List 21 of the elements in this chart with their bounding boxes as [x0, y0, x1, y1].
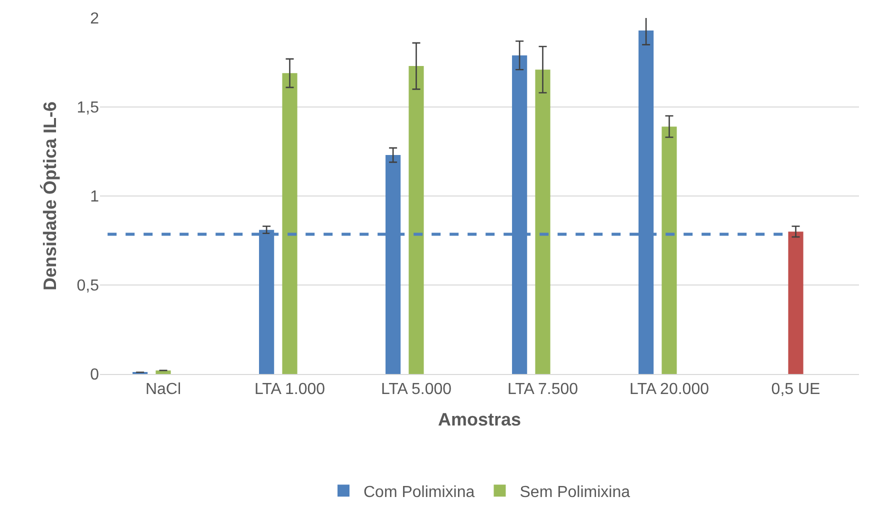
bar: [408, 66, 424, 374]
x-tick-label: LTA 5.000: [380, 381, 452, 398]
y-tick-label: 1,5: [76, 100, 100, 117]
y-tick-label: 2: [90, 10, 100, 28]
x-tick-label: LTA 20.000: [630, 381, 710, 398]
legend-label: Com Polimixina: [364, 484, 475, 501]
x-tick-label: NaCl: [145, 381, 182, 398]
x-tick-label: LTA 1.000: [254, 381, 326, 398]
x-tick-label: 0,5 UE: [771, 381, 820, 398]
bar: [282, 73, 298, 374]
bar: [535, 70, 550, 374]
y-tick-label: 0,5: [76, 278, 100, 295]
legend-label: Sem Polimixina: [520, 484, 630, 501]
bar: [662, 126, 677, 374]
x-axis-title: Amostras: [438, 409, 522, 430]
y-tick-label: 1: [90, 188, 100, 206]
y-axis-title: Densidade Óptica IL-6: [40, 101, 60, 291]
bar: [788, 232, 804, 374]
x-tick-label: LTA 7.500: [507, 381, 578, 398]
bar: [156, 370, 171, 374]
y-tick-label: 0: [90, 366, 100, 384]
